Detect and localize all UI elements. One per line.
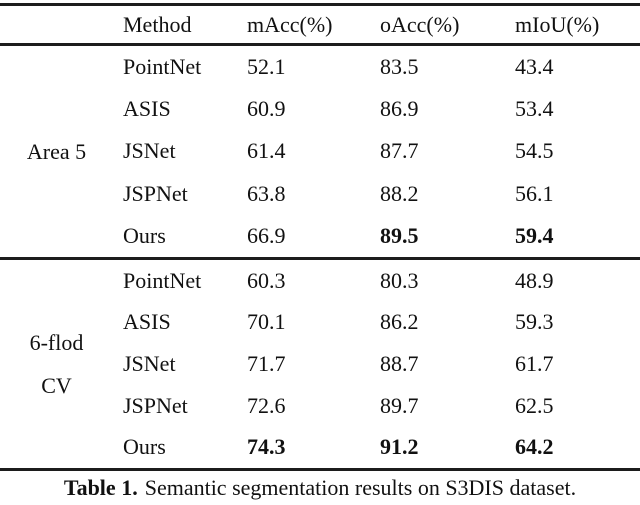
- table-caption: Table 1. Semantic segmentation results o…: [0, 471, 640, 505]
- macc-cell: 60.3: [247, 267, 286, 293]
- oacc-cell-best: 91.2: [380, 434, 419, 460]
- macc-cell: 61.4: [247, 138, 286, 164]
- oacc-cell: 88.2: [380, 180, 419, 206]
- miou-cell-best: 59.4: [515, 222, 554, 248]
- miou-cell: 43.4: [515, 54, 554, 80]
- group-label-6fold-cv: 6-flod CV: [0, 260, 113, 468]
- oacc-cell: 86.9: [380, 96, 419, 122]
- table-header-row: Method mAcc(%) oAcc(%) mIoU(%): [0, 6, 640, 43]
- method-cell: Ours: [123, 434, 166, 460]
- miou-cell: 54.5: [515, 138, 554, 164]
- header-method: Method: [123, 11, 192, 37]
- miou-cell: 61.7: [515, 350, 554, 376]
- miou-cell-best: 64.2: [515, 434, 554, 460]
- macc-cell: 70.1: [247, 309, 286, 335]
- method-cell: ASIS: [123, 309, 171, 335]
- macc-cell: 71.7: [247, 350, 286, 376]
- macc-cell: 72.6: [247, 392, 286, 418]
- miou-cell: 62.5: [515, 392, 554, 418]
- method-cell: ASIS: [123, 96, 171, 122]
- method-cell: Ours: [123, 222, 166, 248]
- method-cell: PointNet: [123, 267, 202, 293]
- miou-cell: 48.9: [515, 267, 554, 293]
- oacc-cell: 89.7: [380, 392, 419, 418]
- miou-cell: 56.1: [515, 180, 554, 206]
- bottom-rule: [0, 467, 640, 471]
- group-label-line: Area 5: [26, 138, 87, 164]
- macc-cell: 63.8: [247, 180, 286, 206]
- group-label-line: 6-flod: [29, 329, 84, 355]
- header-rule: [0, 43, 640, 46]
- oacc-cell: 80.3: [380, 267, 419, 293]
- group-divider-rule: [0, 256, 640, 260]
- group-area5: Area 5 PointNet 52.1 83.5 43.4 ASIS 60.9…: [0, 46, 640, 257]
- oacc-cell: 87.7: [380, 138, 419, 164]
- group-label-area5: Area 5: [0, 46, 113, 257]
- macc-cell: 60.9: [247, 96, 286, 122]
- macc-cell-best: 74.3: [247, 434, 286, 460]
- macc-cell: 66.9: [247, 222, 286, 248]
- method-cell: JSNet: [123, 138, 176, 164]
- caption-label: Table 1.: [63, 474, 138, 500]
- oacc-cell: 83.5: [380, 54, 419, 80]
- miou-cell: 53.4: [515, 96, 554, 122]
- method-cell: JSPNet: [123, 392, 188, 418]
- oacc-cell: 88.7: [380, 350, 419, 376]
- miou-cell: 59.3: [515, 309, 554, 335]
- oacc-cell: 86.2: [380, 309, 419, 335]
- group-6fold-cv: 6-flod CV PointNet 60.3 80.3 48.9 ASIS 7…: [0, 260, 640, 468]
- header-oacc: oAcc(%): [380, 11, 460, 37]
- method-cell: PointNet: [123, 54, 202, 80]
- header-spacer: [0, 6, 113, 43]
- method-cell: JSPNet: [123, 180, 188, 206]
- macc-cell: 52.1: [247, 54, 286, 80]
- header-miou: mIoU(%): [515, 11, 600, 37]
- caption-text: Semantic segmentation results on S3DIS d…: [144, 474, 577, 500]
- header-macc: mAcc(%): [247, 11, 333, 37]
- top-rule: [0, 3, 640, 6]
- oacc-cell-best: 89.5: [380, 222, 419, 248]
- method-cell: JSNet: [123, 350, 176, 376]
- group-label-line: CV: [41, 372, 72, 398]
